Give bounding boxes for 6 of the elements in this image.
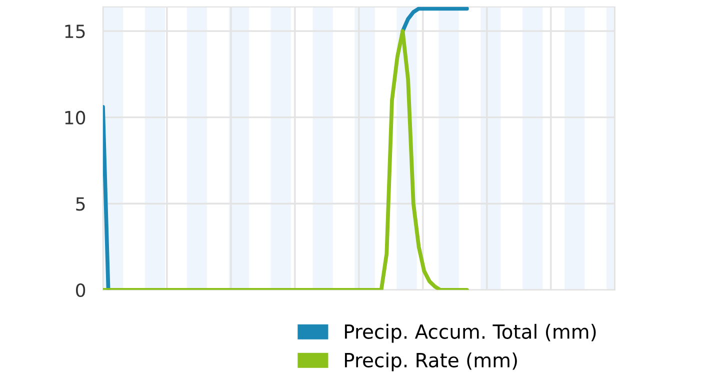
legend-label: Precip. Rate (mm) [344,352,517,372]
y-tick-label: 0 [76,283,86,298]
y-tick-label: 5 [76,197,85,211]
legend-label: Precip. Accum. Total (mm) [344,324,596,343]
y-tick-label: 15 [65,24,85,38]
y-tick-label: 10 [65,110,86,124]
